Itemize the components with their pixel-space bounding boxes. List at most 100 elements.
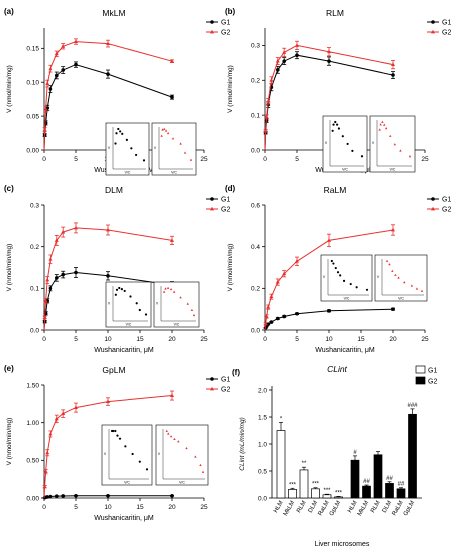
inset-point — [165, 429, 168, 432]
x-tick-label: 0 — [263, 336, 267, 343]
y-tick-label: 0.6 — [251, 202, 260, 209]
data-point — [55, 73, 59, 78]
significance-mark: *** — [335, 490, 343, 496]
significance-mark: ## — [363, 479, 370, 485]
legend-marker — [431, 197, 435, 201]
significance-mark: # — [353, 450, 357, 456]
inset-g1: V V/C — [105, 281, 152, 328]
inset-point — [355, 286, 358, 289]
inset-x-label: V/C — [126, 323, 132, 327]
inset-y-label: V — [377, 275, 380, 279]
inset-point — [117, 127, 120, 131]
legend-label: G1 — [442, 20, 451, 27]
legend-label: G2 — [221, 207, 230, 214]
panel-c: (c) DLM 0 5 10 15 20 25 0.0 0.1 0.2 0.3 Wushanicarit… — [4, 184, 230, 354]
data-point — [45, 81, 50, 85]
y-tick-label: 0.00 — [26, 495, 39, 502]
inset-point — [389, 134, 392, 137]
inset-point — [167, 432, 170, 435]
significance-mark: ## — [386, 476, 393, 482]
bar — [362, 485, 371, 499]
inset-point — [410, 284, 414, 287]
inset-point — [194, 455, 197, 458]
y-tick-label: 0.0 — [251, 327, 260, 334]
y-tick-label: 0.2 — [30, 244, 39, 251]
x-tick-label: 15 — [136, 336, 144, 343]
inset-point — [332, 262, 335, 265]
inset-point — [183, 151, 187, 154]
y-tick-label: 0.50 — [26, 458, 39, 465]
data-point — [54, 51, 59, 56]
data-point — [61, 272, 65, 277]
data-point — [391, 73, 395, 77]
inset-point — [378, 128, 381, 131]
data-point — [263, 128, 268, 133]
inset-point — [130, 147, 133, 150]
panel-title: CLint — [327, 364, 347, 374]
inset-point — [397, 276, 400, 279]
y-axis-title: V (nmol/min/mg) — [6, 418, 13, 466]
x-tick-label: 20 — [168, 336, 176, 343]
series-line — [43, 227, 173, 331]
data-point — [74, 62, 78, 67]
x-axis-title: Liver microsomes — [315, 541, 370, 548]
x-tick-label: 0 — [42, 504, 46, 511]
inset-y-label: V — [156, 302, 159, 306]
inset-frame — [101, 424, 153, 486]
inset-point — [125, 138, 128, 141]
inset-point — [190, 308, 194, 312]
panel-title: RLM — [326, 8, 344, 18]
significance-mark: ### — [407, 403, 418, 409]
x-axis-title: Wushanicaritin, μM — [315, 347, 375, 354]
legend-marker — [431, 29, 435, 34]
inset-point — [334, 120, 337, 124]
inset-point — [334, 266, 337, 270]
y-tick-label: 0.0 — [30, 327, 39, 334]
inset-point — [336, 271, 340, 274]
legend-item-g1: G1 — [206, 20, 230, 27]
x-tick-label: 25 — [200, 336, 208, 343]
inset-point — [124, 445, 127, 448]
data-point — [55, 494, 59, 498]
inset-g1: V V/C — [101, 424, 153, 486]
inset-point — [336, 123, 339, 126]
inset-g1: V V/C — [105, 122, 150, 176]
inset-point — [339, 274, 342, 277]
legend-label: G1 — [221, 20, 230, 27]
significance-mark: *** — [289, 482, 297, 488]
inset-point — [172, 290, 176, 293]
x-tick-label: 15 — [357, 336, 365, 343]
legend-label: G1 — [221, 377, 230, 384]
x-tick-label: 5 — [74, 156, 78, 163]
x-category-label: RLM — [370, 500, 382, 514]
x-category-label: MkLM — [283, 500, 296, 517]
legend-label: G2 — [442, 30, 451, 37]
data-point — [61, 229, 66, 234]
inset-point — [163, 127, 166, 130]
x-tick-label: 10 — [104, 504, 112, 511]
data-point — [269, 78, 274, 82]
data-point — [275, 58, 280, 63]
data-point — [61, 494, 65, 498]
inset-g2: V V/C — [155, 424, 209, 486]
data-point — [61, 411, 66, 416]
x-category-label: RLM — [296, 500, 308, 514]
data-point — [106, 227, 110, 232]
data-point — [391, 307, 395, 311]
x-tick-label: 25 — [200, 156, 208, 163]
legend-label: G2 — [442, 207, 451, 214]
inset-point — [166, 286, 170, 289]
inset-point — [408, 155, 412, 158]
data-point — [170, 393, 174, 397]
inset-point — [388, 263, 391, 266]
legend-label: G1 — [428, 368, 437, 375]
inset-point — [134, 153, 138, 157]
data-point — [282, 59, 287, 63]
legend-marker — [210, 377, 214, 381]
inset-point — [379, 123, 382, 126]
data-point — [74, 405, 78, 409]
data-point — [106, 41, 110, 45]
data-point — [43, 121, 48, 125]
inset-point — [142, 159, 146, 162]
